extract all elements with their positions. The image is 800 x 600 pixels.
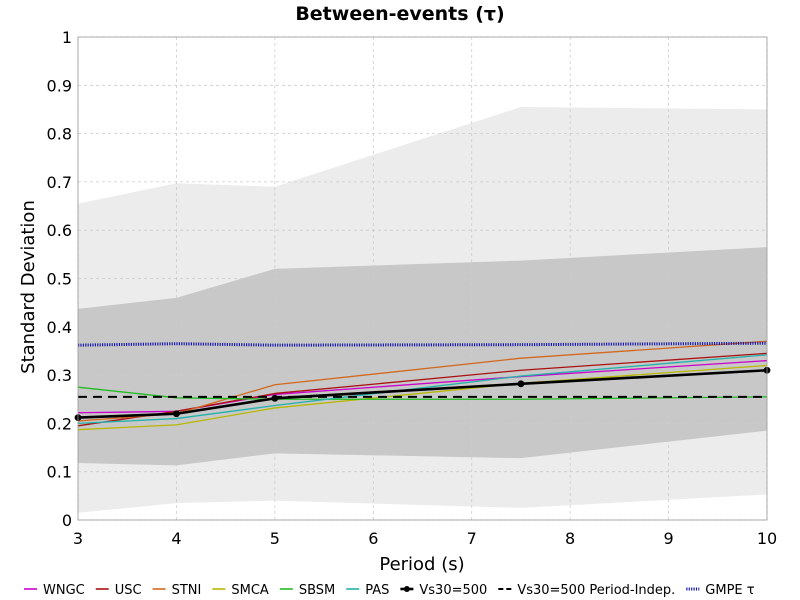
y-tick-label: 1: [62, 28, 72, 47]
x-tick-label: 4: [171, 529, 181, 548]
y-tick-label: 0.7: [47, 173, 72, 192]
series-line-8: [77, 341, 768, 347]
series-line-3: [77, 364, 768, 431]
series-line-5: [77, 354, 768, 425]
legend-label-7: Vs30=500 Period-Indep.: [517, 583, 675, 598]
x-tick-label: 8: [565, 529, 575, 548]
x-tick-label: 10: [757, 529, 777, 548]
x-tick-label: 5: [270, 529, 280, 548]
series-point: [517, 380, 525, 388]
legend-label-8: GMPE τ: [705, 583, 754, 598]
y-tick-label: 0.4: [47, 318, 72, 337]
y-tick-label: 0.6: [47, 221, 72, 240]
x-axis-label: Period (s): [379, 554, 464, 575]
y-tick-label: 0.8: [47, 125, 72, 144]
plot-area: 3 4 5 6 7 8 9 10 0 0.1 0.2 0.3 0.4 0.5 0.6 0.7 0.8 0.9 1: [47, 28, 778, 548]
x-tick-label: 6: [368, 529, 378, 548]
legend-label-4: SBSM: [299, 583, 335, 598]
legend-label-2: STNI: [172, 583, 202, 598]
x-tick-label: 7: [467, 529, 477, 548]
legend-label-3: SMCA: [231, 583, 269, 598]
chart-title: Between-events (τ): [295, 3, 504, 25]
legend: WNGC USC STNI SMCA SBSM PAS Vs30=500 Vs30=500 P…: [24, 583, 755, 598]
y-tick-label: 0.2: [47, 414, 72, 433]
plot-border: [77, 36, 768, 521]
y-tick-label: 0.5: [47, 270, 72, 289]
y-tick-label: 0.3: [47, 366, 72, 385]
y-tick-label: 0: [62, 511, 72, 530]
legend-label-0: WNGC: [43, 583, 85, 598]
legend-label-5: PAS: [365, 583, 389, 598]
y-tick-label: 0.9: [47, 76, 72, 95]
legend-label-1: USC: [115, 583, 142, 598]
y-tick-label: 0.1: [47, 463, 72, 482]
y-axis-label: Standard Deviation: [18, 200, 39, 374]
series-point: [173, 410, 180, 418]
x-tick-label: 3: [73, 529, 83, 548]
legend-marker: [403, 586, 410, 592]
band-1: [78, 247, 767, 466]
legend-label-6: Vs30=500: [419, 583, 487, 598]
series-line-0: [77, 359, 768, 414]
x-tick-label: 9: [663, 529, 673, 548]
